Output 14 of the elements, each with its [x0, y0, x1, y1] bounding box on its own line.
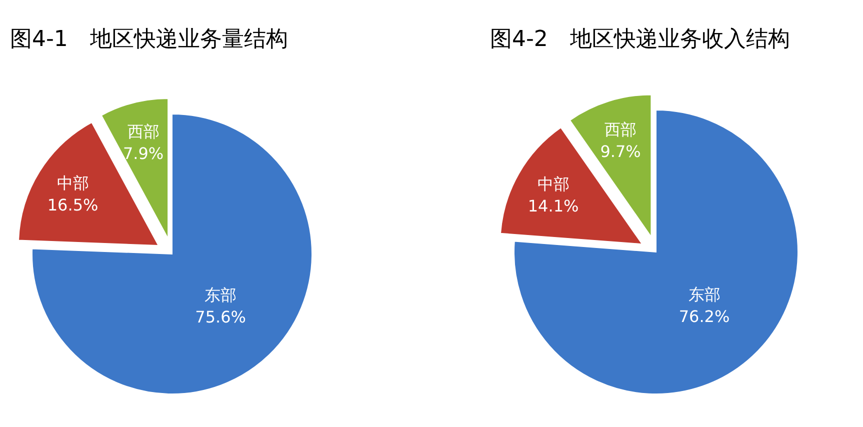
data-label: 16.5% [47, 195, 98, 214]
slice-label: 西部 [604, 120, 637, 140]
data-label: 9.7% [600, 142, 641, 162]
slice-label: 中部 [56, 173, 89, 192]
slice-label: 西部 [127, 122, 160, 141]
chart-title: 图4-1 地区快递业务量结构 [10, 27, 288, 52]
data-label: 75.6% [195, 307, 246, 326]
slice-label: 东部 [688, 285, 720, 304]
data-label: 14.1% [528, 196, 579, 216]
chart-title: 图4-2 地区快递业务收入结构 [490, 27, 790, 52]
slice-label: 东部 [204, 285, 237, 304]
data-label: 7.9% [122, 144, 164, 163]
slice-label: 中部 [537, 174, 570, 194]
data-label: 76.2% [678, 307, 730, 326]
